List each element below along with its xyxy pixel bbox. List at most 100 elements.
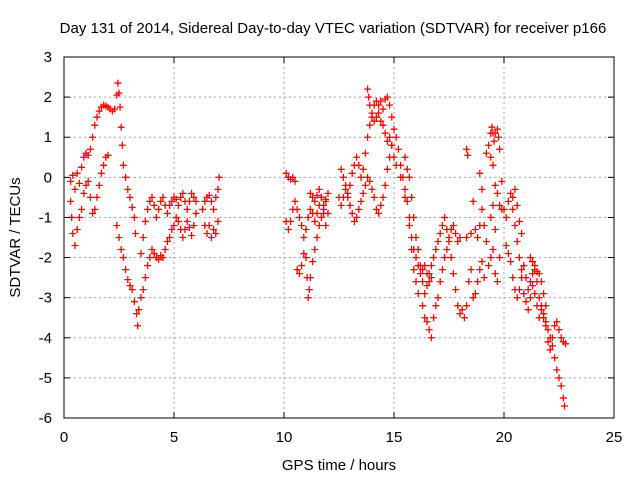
y-tick-label: -4	[39, 330, 52, 347]
data-point	[124, 185, 132, 193]
data-point	[368, 109, 376, 117]
data-point	[540, 314, 548, 322]
data-point	[315, 221, 323, 229]
data-point	[405, 173, 413, 181]
data-point	[150, 250, 158, 258]
data-point	[465, 278, 473, 286]
data-point	[489, 246, 497, 254]
data-point	[434, 238, 442, 246]
data-point	[386, 133, 394, 141]
y-tick-label: -3	[39, 290, 52, 307]
data-point	[445, 238, 453, 246]
data-point	[487, 254, 495, 262]
data-point	[518, 274, 526, 282]
data-point	[427, 334, 435, 342]
data-point	[126, 193, 134, 201]
data-point	[559, 394, 567, 402]
data-point	[509, 274, 517, 282]
data-point	[443, 225, 451, 233]
data-point	[482, 238, 490, 246]
data-point	[403, 165, 411, 173]
data-point	[557, 334, 565, 342]
data-point	[346, 181, 354, 189]
data-point	[553, 366, 561, 374]
data-point	[69, 229, 77, 237]
data-point	[71, 242, 79, 250]
data-point	[537, 278, 545, 286]
data-point	[403, 197, 411, 205]
data-point	[487, 153, 495, 161]
data-point	[67, 177, 75, 185]
data-point	[89, 209, 97, 217]
data-point	[302, 254, 310, 262]
series-seg-early-4	[137, 189, 200, 258]
data-point	[364, 173, 372, 181]
x-tick-label: 10	[276, 429, 293, 446]
data-point	[515, 217, 523, 225]
data-point	[540, 290, 548, 298]
data-point	[548, 342, 556, 350]
data-point	[293, 205, 301, 213]
data-point	[298, 262, 306, 270]
data-point	[118, 141, 126, 149]
data-point	[410, 266, 418, 274]
data-point	[366, 177, 374, 185]
data-point	[359, 165, 367, 173]
data-point	[488, 123, 496, 131]
x-axis-label: GPS time / hours	[282, 457, 396, 474]
data-point	[493, 125, 501, 133]
data-point	[170, 221, 178, 229]
data-point	[408, 193, 416, 201]
data-point	[478, 258, 486, 266]
data-point	[456, 234, 464, 241]
data-point	[291, 197, 299, 205]
data-point	[95, 107, 103, 115]
data-point	[146, 197, 154, 205]
data-point	[394, 145, 402, 153]
data-point	[416, 270, 424, 278]
data-point	[137, 294, 145, 302]
series-seg-late-5	[463, 169, 504, 302]
data-point	[324, 209, 332, 217]
series-seg-early-2	[67, 151, 112, 250]
data-point	[289, 173, 297, 181]
data-point	[80, 189, 88, 197]
data-point	[544, 338, 552, 346]
data-point	[210, 205, 218, 213]
data-point	[392, 133, 400, 141]
data-point	[320, 201, 328, 209]
data-point	[172, 213, 180, 221]
data-point	[313, 191, 321, 199]
data-point	[203, 229, 211, 237]
data-point	[355, 161, 363, 169]
data-point	[452, 229, 460, 237]
data-point	[456, 310, 464, 318]
data-point	[199, 205, 207, 213]
data-point	[350, 217, 358, 225]
data-point	[438, 266, 446, 274]
axis-ticks: 0 5 10 15 20 25 -6 -5 -4 -3 -2 -1 0 1 2 3	[39, 49, 623, 446]
data-point	[386, 101, 394, 109]
data-point	[548, 334, 556, 342]
data-point	[322, 195, 330, 203]
data-point	[91, 121, 99, 129]
data-point	[214, 217, 222, 225]
data-point	[430, 254, 438, 262]
y-tick-label: -6	[39, 410, 52, 427]
data-point	[553, 318, 561, 326]
data-point	[342, 185, 350, 193]
data-point	[305, 286, 313, 294]
data-point	[137, 250, 145, 258]
data-point	[353, 153, 361, 161]
data-point	[482, 149, 490, 157]
data-point	[306, 205, 314, 213]
data-point	[86, 145, 94, 153]
data-point	[489, 161, 497, 169]
data-point	[381, 129, 389, 137]
data-point	[480, 221, 488, 229]
data-point	[469, 197, 477, 205]
data-point	[535, 294, 543, 302]
x-tick-label: 20	[496, 429, 513, 446]
